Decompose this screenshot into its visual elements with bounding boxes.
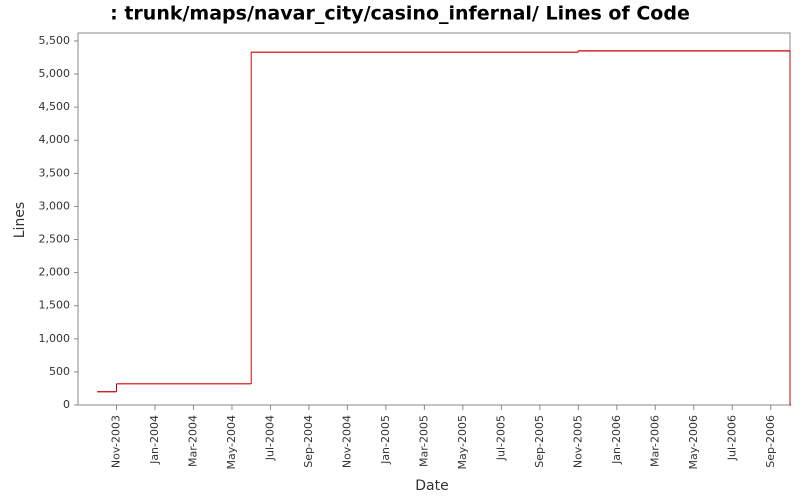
x-tick-label: Nov-2004 (340, 415, 353, 468)
plot-area (77, 32, 791, 406)
y-tick-label: 4,500 (39, 100, 71, 113)
y-tick-label: 3,000 (39, 199, 71, 212)
y-tick-label: 1,500 (39, 299, 71, 312)
x-tick-label: May-2006 (687, 415, 700, 470)
y-tick-label: 5,500 (39, 34, 71, 47)
x-tick-label: Nov-2005 (571, 415, 584, 468)
x-tick-label: Mar-2005 (417, 415, 430, 467)
y-tick-label: 5,000 (39, 67, 71, 80)
y-tick-label: 500 (49, 365, 70, 378)
x-axis-title: Date (415, 478, 448, 494)
x-tick-label: Nov-2003 (109, 415, 122, 468)
x-tick-label: Jan-2004 (148, 415, 161, 465)
y-tick-label: 4,000 (39, 133, 71, 146)
x-tick-label: Jul-2005 (494, 415, 507, 461)
y-tick-label: 2,500 (39, 233, 71, 246)
y-tick-label: 3,500 (39, 166, 71, 179)
x-tick-label: May-2005 (456, 415, 469, 470)
y-axis-title: Lines (12, 202, 28, 238)
x-tick-label: Jul-2004 (263, 415, 276, 461)
x-tick-label: Jan-2005 (379, 415, 392, 465)
x-tick-label: Sep-2004 (302, 415, 315, 468)
x-tick-label: Jul-2006 (725, 415, 738, 461)
y-tick-label: 2,000 (39, 266, 71, 279)
x-tick-label: Mar-2004 (186, 415, 199, 467)
x-tick-label: Sep-2006 (764, 415, 777, 468)
x-tick-label: Jan-2006 (610, 415, 623, 465)
x-tick-label: May-2004 (225, 415, 238, 470)
y-tick-label: 1,000 (39, 332, 71, 345)
x-tick-label: Sep-2005 (533, 415, 546, 468)
chart-title: : trunk/maps/navar_city/casino_infernal/… (110, 3, 690, 25)
x-tick-label: Mar-2006 (648, 415, 661, 467)
y-tick-label: 0 (63, 398, 70, 411)
